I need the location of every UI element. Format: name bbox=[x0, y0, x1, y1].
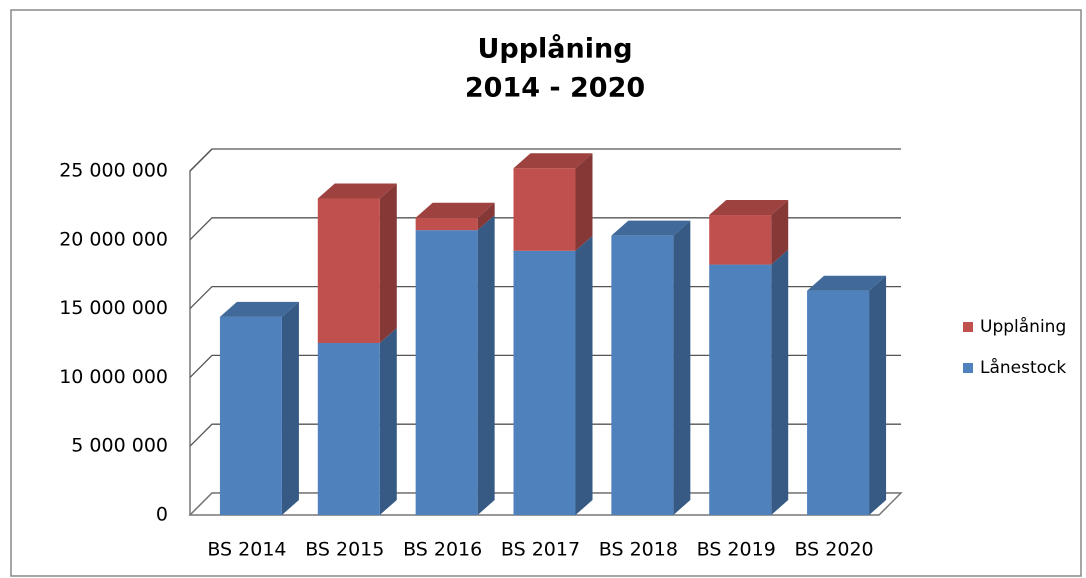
bar-side bbox=[771, 200, 789, 265]
x-tick-label: BS 2017 bbox=[501, 539, 580, 561]
bar-side bbox=[477, 202, 495, 231]
bar bbox=[611, 235, 674, 515]
bar-top bbox=[611, 220, 691, 236]
x-tick-label: BS 2015 bbox=[305, 539, 384, 561]
bar-top bbox=[807, 275, 887, 291]
bar-side bbox=[379, 328, 397, 515]
y-tick-label: 0 bbox=[156, 504, 168, 526]
bar-side bbox=[771, 249, 789, 515]
bar bbox=[807, 290, 870, 515]
bar-top bbox=[317, 183, 397, 199]
x-tick-label: BS 2016 bbox=[403, 539, 482, 561]
bar bbox=[317, 198, 380, 343]
bar bbox=[415, 217, 478, 231]
bar-top bbox=[709, 200, 789, 216]
y-tick-label: 25 000 000 bbox=[59, 160, 168, 182]
bar bbox=[709, 264, 772, 515]
chart-subtitle: 2014 - 2020 bbox=[465, 73, 645, 104]
x-tick-label: BS 2014 bbox=[207, 539, 286, 561]
legend-label: Upplåning bbox=[980, 316, 1066, 337]
bar bbox=[513, 250, 576, 516]
bar-side bbox=[673, 220, 691, 515]
bar bbox=[219, 316, 282, 515]
y-tick-label: 20 000 000 bbox=[59, 228, 168, 250]
x-tick-label: BS 2018 bbox=[599, 539, 678, 561]
y-tick-label: 5 000 000 bbox=[71, 435, 168, 457]
bar-side bbox=[379, 183, 397, 343]
bar bbox=[415, 230, 478, 515]
bar bbox=[513, 168, 576, 251]
legend-swatch bbox=[963, 322, 973, 332]
bar bbox=[317, 343, 380, 515]
grid-line bbox=[189, 148, 901, 172]
bar bbox=[709, 215, 772, 265]
bar-side bbox=[477, 215, 495, 515]
bar-top bbox=[219, 301, 299, 317]
bar-side bbox=[575, 153, 593, 251]
x-tick-label: BS 2019 bbox=[697, 539, 776, 561]
bar-top bbox=[513, 153, 593, 169]
bar-side bbox=[869, 275, 887, 515]
y-tick-label: 15 000 000 bbox=[59, 297, 168, 319]
bar-side bbox=[575, 235, 593, 516]
y-tick-label: 10 000 000 bbox=[59, 366, 168, 388]
x-tick-label: BS 2020 bbox=[794, 539, 873, 561]
legend-swatch bbox=[963, 363, 973, 373]
legend-label: Lånestock bbox=[980, 357, 1066, 378]
bar-top bbox=[415, 202, 495, 218]
grid-line bbox=[189, 217, 901, 241]
bar-side bbox=[281, 301, 299, 515]
chart-title: Upplåning bbox=[477, 33, 632, 65]
